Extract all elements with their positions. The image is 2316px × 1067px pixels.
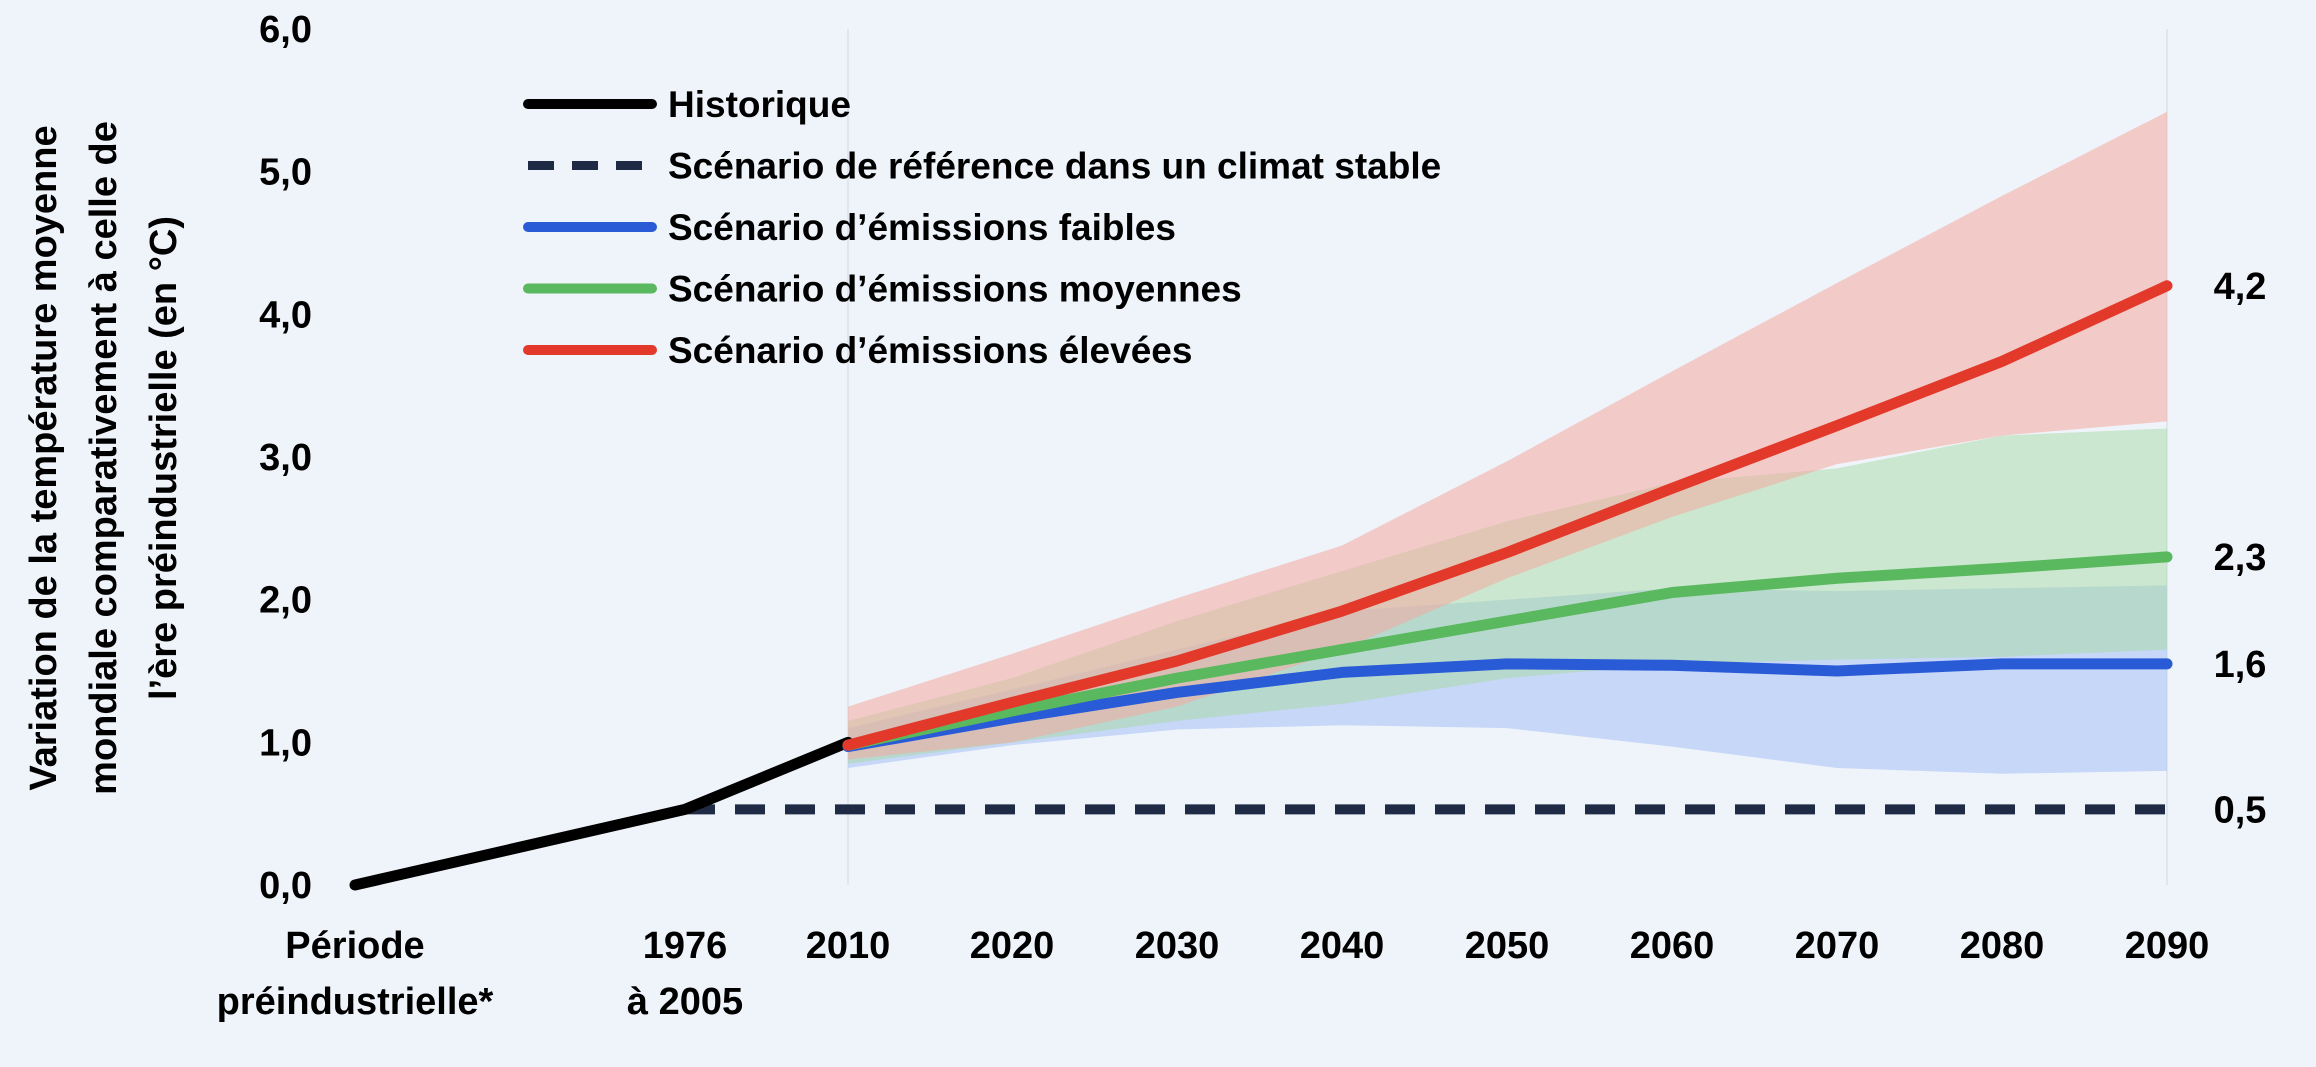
x-tick-label: à 2005 [627, 981, 743, 1023]
legend-label: Historique [668, 84, 851, 125]
end-label-series-2: 1,6 [2214, 644, 2267, 686]
y-axis-label: Variation de la température moyenne mondi… [23, 121, 185, 795]
y-tick-label: 1,0 [259, 722, 312, 764]
end-label-series-3: 2,3 [2214, 537, 2267, 579]
y-tick-label: 2,0 [259, 580, 312, 622]
y-axis-label-line: l’ère préindustrielle (en °C) [143, 216, 185, 700]
y-tick-label: 3,0 [259, 437, 312, 479]
x-tick-label: Période [285, 925, 424, 967]
legend: Historique Scénario de référence dans un … [523, 84, 1441, 371]
legend-label: Scénario de référence dans un climat sta… [668, 146, 1441, 187]
series-lines [349, 280, 2173, 891]
x-tick-label: 2040 [1300, 925, 1385, 967]
legend-label: Scénario d’émissions moyennes [668, 269, 1242, 310]
line-series-4 [842, 280, 2173, 751]
x-tick-label: 2020 [970, 925, 1055, 967]
band-series-4 [848, 111, 2167, 760]
end-label-series-1: 0,5 [2214, 789, 2267, 831]
x-tick-label: 1976 [643, 925, 728, 967]
x-tick-label: 2030 [1135, 925, 1220, 967]
x-axis-ticks: Période préindustrielle* 1976 à 2005 2010 202… [217, 925, 2210, 1023]
end-value-labels: 0,5 1,6 2,3 4,2 [2214, 266, 2267, 832]
legend-label: Scénario d’émissions élevées [668, 330, 1192, 371]
x-tick-label: 2060 [1630, 925, 1715, 967]
x-tick-label: 2010 [806, 925, 891, 967]
y-axis-label-line: mondiale comparativement à celle de [83, 121, 125, 795]
x-tick-label: 2050 [1465, 925, 1550, 967]
end-label-series-4: 4,2 [2214, 266, 2267, 308]
y-tick-label: 4,0 [259, 294, 312, 336]
line-series-3 [842, 551, 2173, 751]
x-tick-label: 2080 [1960, 925, 2045, 967]
y-axis-label-line: Variation de la température moyenne [23, 125, 65, 790]
y-tick-label: 5,0 [259, 152, 312, 194]
y-axis-ticks: 0,0 1,0 2,0 3,0 4,0 5,0 6,0 [259, 9, 312, 907]
y-tick-label: 6,0 [259, 9, 312, 51]
x-tick-label: préindustrielle* [217, 981, 494, 1023]
line-series-2 [842, 658, 2173, 753]
line-series-0 [349, 736, 854, 891]
x-tick-label: 2070 [1795, 925, 1880, 967]
legend-label: Scénario d’émissions faibles [668, 207, 1176, 248]
x-tick-label: 2090 [2125, 925, 2210, 967]
y-tick-label: 0,0 [259, 865, 312, 907]
